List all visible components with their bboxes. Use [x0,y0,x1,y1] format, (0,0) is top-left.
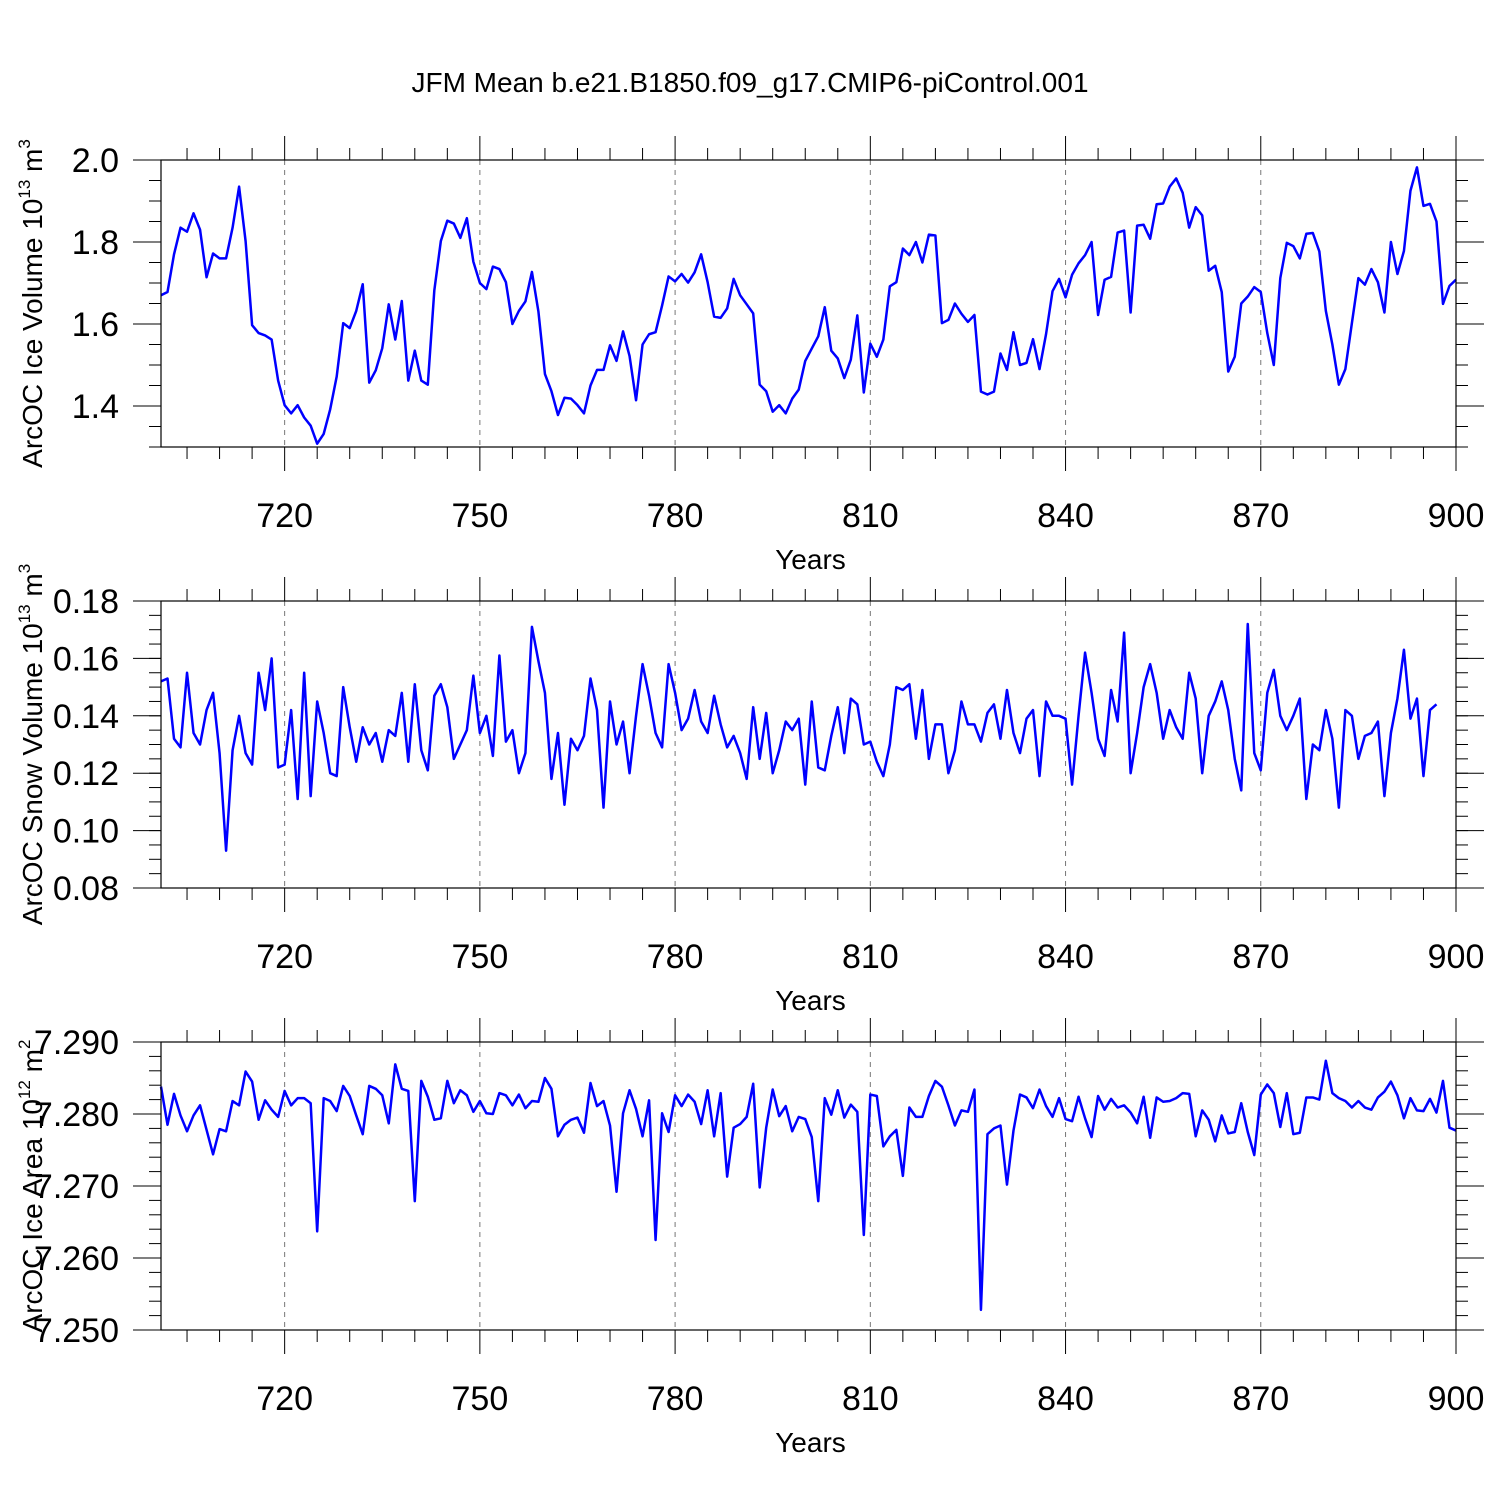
y-tick-label: 7.280 [34,1096,119,1134]
y-tick-label: 0.10 [53,813,119,851]
y-tick-label: 2.0 [72,142,119,180]
x-tick-label: 780 [647,497,704,535]
x-axis-label: Years [775,1427,846,1458]
y-tick-label: 0.18 [53,583,119,621]
y-tick-label: 1.4 [72,388,119,426]
x-tick-label: 720 [256,938,313,976]
x-tick-label: 810 [842,497,899,535]
y-tick-label: 7.270 [34,1168,119,1206]
x-tick-label: 810 [842,938,899,976]
x-tick-label: 840 [1037,1380,1094,1418]
x-tick-label: 750 [452,938,509,976]
x-tick-label: 900 [1428,497,1485,535]
x-tick-label: 750 [452,497,509,535]
y-tick-label: 1.8 [72,224,119,262]
y-axis-label: ArcOC Ice Area 1012 m2 [15,1040,48,1333]
y-tick-label: 7.250 [34,1312,119,1350]
chart-title: JFM Mean b.e21.B1850.f09_g17.CMIP6-piCon… [411,67,1088,98]
y-tick-label: 1.6 [72,306,119,344]
series-line [160,166,1457,445]
panel-2: 720 750 780 810 840 870 900 Years 0.08 0.10 0.12 0.… [15,564,1484,1016]
x-tick-label: 840 [1037,497,1094,535]
x-tick-label: 900 [1428,1380,1485,1418]
y-tick-label: 0.12 [53,755,119,793]
x-tick-label: 870 [1232,1380,1289,1418]
x-tick-label: 870 [1232,497,1289,535]
y-axis-label: ArcOC Ice Volume 1013 m3 [15,139,48,468]
x-tick-label: 780 [647,1380,704,1418]
x-tick-label: 900 [1428,938,1485,976]
y-axis-label: ArcOC Snow Volume 1013 m3 [15,564,48,925]
x-tick-label: 870 [1232,938,1289,976]
y-tick-label: 7.260 [34,1240,119,1278]
x-tick-label: 750 [452,1380,509,1418]
x-tick-label: 720 [256,497,313,535]
plot-frame [160,1041,1457,1331]
x-tick-label: 840 [1037,938,1094,976]
x-axis-label: Years [775,544,846,575]
x-tick-label: 780 [647,938,704,976]
panel-1: 720 750 780 810 840 870 900 Years 1.4 1.6 1.8 2.0 Ar… [15,136,1484,575]
y-tick-label: 7.290 [34,1024,119,1062]
x-tick-label: 810 [842,1380,899,1418]
x-tick-label: 720 [256,1380,313,1418]
y-tick-label: 0.08 [53,870,119,908]
x-axis-label: Years [775,985,846,1016]
series-line [160,622,1438,852]
y-tick-label: 0.14 [53,698,119,736]
panel-3: 720 750 780 810 840 870 900 Years 7.250 7.260 7.27… [15,1018,1484,1458]
series-line [159,1059,1457,1312]
y-tick-label: 0.16 [53,640,119,678]
